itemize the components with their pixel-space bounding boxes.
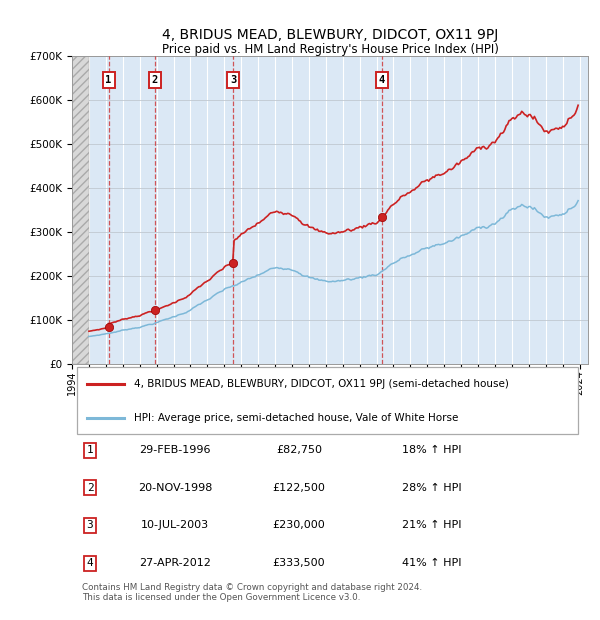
Text: 2: 2 <box>152 75 158 85</box>
Text: 18% ↑ HPI: 18% ↑ HPI <box>402 445 462 455</box>
Text: 3: 3 <box>230 75 236 85</box>
Text: 4, BRIDUS MEAD, BLEWBURY, DIDCOT, OX11 9PJ: 4, BRIDUS MEAD, BLEWBURY, DIDCOT, OX11 9… <box>162 28 498 42</box>
Text: 4, BRIDUS MEAD, BLEWBURY, DIDCOT, OX11 9PJ (semi-detached house): 4, BRIDUS MEAD, BLEWBURY, DIDCOT, OX11 9… <box>134 379 509 389</box>
Text: £122,500: £122,500 <box>272 483 325 493</box>
Text: 4: 4 <box>86 558 94 568</box>
Text: £230,000: £230,000 <box>272 520 325 531</box>
Text: 2: 2 <box>86 483 94 493</box>
Text: Contains HM Land Registry data © Crown copyright and database right 2024.
This d: Contains HM Land Registry data © Crown c… <box>82 583 422 603</box>
Text: Price paid vs. HM Land Registry's House Price Index (HPI): Price paid vs. HM Land Registry's House … <box>161 43 499 56</box>
Text: HPI: Average price, semi-detached house, Vale of White Horse: HPI: Average price, semi-detached house,… <box>134 412 458 423</box>
Text: 21% ↑ HPI: 21% ↑ HPI <box>402 520 462 531</box>
Text: £82,750: £82,750 <box>276 445 322 455</box>
Text: 1: 1 <box>106 75 112 85</box>
Text: 4: 4 <box>379 75 385 85</box>
FancyBboxPatch shape <box>77 366 578 433</box>
Text: 10-JUL-2003: 10-JUL-2003 <box>141 520 209 531</box>
Text: 27-APR-2012: 27-APR-2012 <box>139 558 211 568</box>
Text: 20-NOV-1998: 20-NOV-1998 <box>138 483 212 493</box>
Text: 41% ↑ HPI: 41% ↑ HPI <box>402 558 462 568</box>
Text: 28% ↑ HPI: 28% ↑ HPI <box>402 483 462 493</box>
Text: 3: 3 <box>86 520 94 531</box>
Text: 1: 1 <box>86 445 94 455</box>
Text: 29-FEB-1996: 29-FEB-1996 <box>139 445 211 455</box>
Text: £333,500: £333,500 <box>273 558 325 568</box>
